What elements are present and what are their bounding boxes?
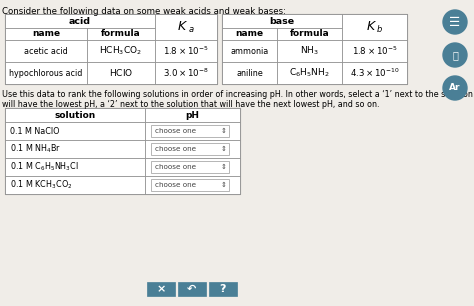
Text: ⇕: ⇕ [221, 182, 227, 188]
Bar [277, 28, 342, 40]
Text: 0.1 M C$_6$H$_5$NH$_3$Cl: 0.1 M C$_6$H$_5$NH$_3$Cl [10, 161, 79, 173]
Bar [5, 140, 145, 158]
Text: $\mathregular{HCH_3CO_2}$: $\mathregular{HCH_3CO_2}$ [100, 45, 143, 57]
Text: $1.8\times10^{-5}$: $1.8\times10^{-5}$ [352, 45, 397, 57]
Bar [5, 108, 145, 122]
Circle shape [443, 10, 467, 34]
Text: 0.1 M NH$_4$Br: 0.1 M NH$_4$Br [10, 143, 61, 155]
Text: $K$: $K$ [366, 21, 377, 33]
Bar [151, 143, 229, 155]
Text: name: name [236, 29, 264, 39]
Text: $K$: $K$ [177, 21, 189, 33]
Text: choose one: choose one [155, 164, 196, 170]
Text: formula: formula [101, 29, 141, 39]
Bar [151, 179, 229, 191]
Text: ⇕: ⇕ [221, 146, 227, 152]
Bar [277, 62, 342, 84]
Text: choose one: choose one [155, 146, 196, 152]
Bar [342, 40, 407, 62]
Text: acid: acid [69, 17, 91, 25]
Bar [145, 122, 240, 140]
Bar [5, 28, 87, 40]
Text: ⇕: ⇕ [221, 164, 227, 170]
Circle shape [443, 76, 467, 100]
Text: $3.0\times10^{-8}$: $3.0\times10^{-8}$ [163, 67, 209, 79]
Text: $\mathregular{HClO}$: $\mathregular{HClO}$ [109, 68, 133, 79]
Bar [209, 282, 237, 296]
Bar [155, 40, 217, 62]
Text: Ar: Ar [449, 84, 461, 92]
Bar [87, 62, 155, 84]
Bar [147, 282, 175, 296]
Bar [277, 40, 342, 62]
Text: $b$: $b$ [376, 24, 383, 35]
Bar [342, 14, 407, 40]
Text: choose one: choose one [155, 128, 196, 134]
Text: ×: × [156, 284, 166, 294]
Bar [155, 14, 217, 40]
Bar [5, 108, 240, 194]
Circle shape [443, 43, 467, 67]
Bar [5, 122, 145, 140]
Text: 0.1 M NaClO: 0.1 M NaClO [10, 126, 60, 136]
Text: aniline: aniline [236, 69, 263, 77]
Text: formula: formula [290, 29, 329, 39]
Text: $a$: $a$ [188, 24, 194, 33]
Text: Consider the following data on some weak acids and weak bases:: Consider the following data on some weak… [2, 7, 286, 16]
Text: $4.3\times10^{-10}$: $4.3\times10^{-10}$ [350, 67, 399, 79]
Bar [222, 40, 277, 62]
Text: ⇕: ⇕ [221, 128, 227, 134]
Text: ?: ? [220, 284, 226, 294]
Bar [178, 282, 206, 296]
Text: ↶: ↶ [187, 284, 197, 294]
Text: pH: pH [185, 110, 200, 120]
Text: 0.1 M KCH$_3$CO$_2$: 0.1 M KCH$_3$CO$_2$ [10, 179, 73, 191]
Bar [5, 176, 145, 194]
Bar [222, 28, 277, 40]
Bar [145, 108, 240, 122]
Text: ☰: ☰ [449, 16, 461, 28]
Text: hypochlorous acid: hypochlorous acid [9, 69, 82, 77]
Bar [342, 62, 407, 84]
Text: $1.8\times10^{-5}$: $1.8\times10^{-5}$ [163, 45, 209, 57]
Bar [5, 14, 155, 28]
Bar [222, 62, 277, 84]
Text: Use this data to rank the following solutions in order of increasing pH. In othe: Use this data to rank the following solu… [2, 90, 474, 99]
Bar [5, 40, 87, 62]
Text: solution: solution [55, 110, 96, 120]
Bar [151, 125, 229, 137]
Text: ammonia: ammonia [230, 47, 269, 55]
Text: base: base [269, 17, 294, 25]
Bar [5, 158, 145, 176]
Bar [222, 14, 342, 28]
Bar [5, 62, 87, 84]
Text: choose one: choose one [155, 182, 196, 188]
Bar [222, 14, 407, 84]
Text: name: name [32, 29, 60, 39]
Text: acetic acid: acetic acid [24, 47, 68, 55]
Text: 📊: 📊 [452, 50, 458, 60]
Bar [145, 140, 240, 158]
Text: will have the lowest pH, a ‘2’ next to the solution that will have the next lowe: will have the lowest pH, a ‘2’ next to t… [2, 100, 380, 109]
Bar [87, 40, 155, 62]
Bar [145, 158, 240, 176]
Text: $\mathregular{NH_3}$: $\mathregular{NH_3}$ [300, 45, 319, 57]
Bar [151, 161, 229, 173]
Bar [5, 14, 217, 84]
Text: $\mathregular{C_6H_5NH_2}$: $\mathregular{C_6H_5NH_2}$ [289, 67, 330, 79]
Bar [87, 28, 155, 40]
Bar [145, 176, 240, 194]
Bar [155, 62, 217, 84]
